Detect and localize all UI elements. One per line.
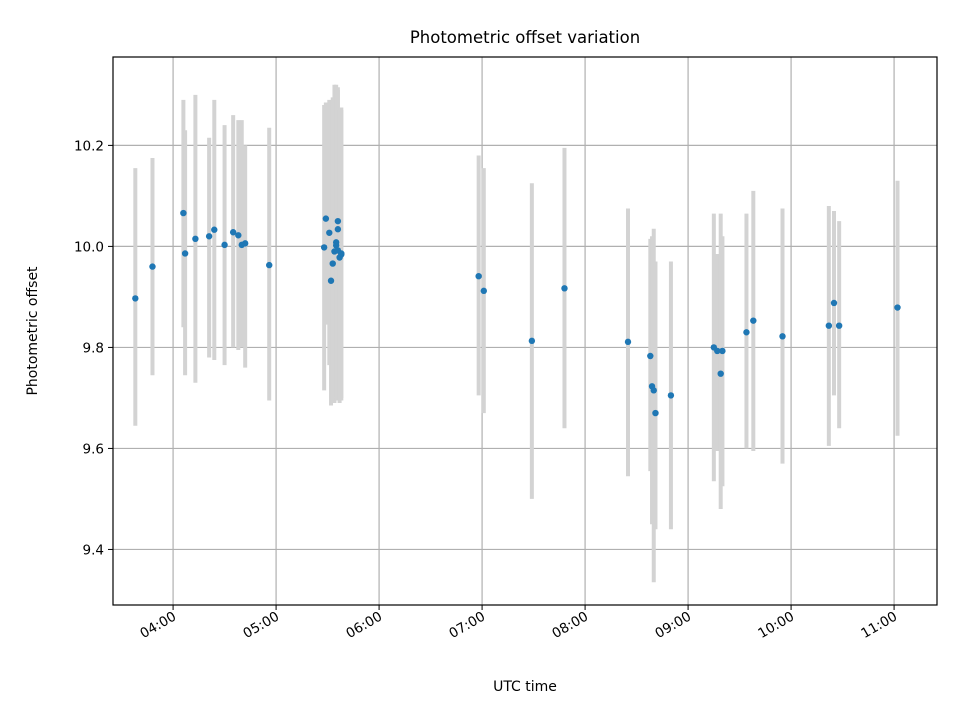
data-point (326, 229, 333, 236)
data-point (667, 392, 675, 399)
data-point (475, 273, 482, 280)
data-point (835, 322, 843, 329)
data-point (132, 295, 139, 302)
data-point (332, 239, 340, 246)
y-tick-label: 9.4 (83, 542, 104, 558)
data-point (714, 347, 721, 355)
data-point (327, 277, 335, 284)
data-point (561, 285, 568, 292)
y-tick-label: 9.8 (83, 340, 104, 356)
data-point (329, 260, 336, 267)
chart-title: Photometric offset variation (410, 28, 640, 47)
data-point (192, 235, 199, 243)
data-point (894, 304, 901, 311)
data-point (528, 337, 536, 345)
data-point (652, 409, 659, 417)
data-point (334, 226, 342, 233)
data-point (181, 250, 189, 257)
data-point (717, 370, 724, 377)
data-point (830, 299, 838, 307)
data-point (650, 387, 657, 394)
data-point (149, 263, 156, 270)
data-point (779, 333, 786, 340)
y-axis-label: Photometric offset (25, 266, 41, 396)
data-point (743, 329, 750, 336)
data-point (320, 244, 328, 251)
data-point (750, 317, 757, 324)
data-point (229, 229, 237, 236)
data-point (647, 352, 654, 360)
data-point (322, 215, 330, 222)
data-point (235, 232, 242, 239)
grid-lines (113, 57, 937, 605)
data-point (480, 287, 487, 295)
data-point (624, 338, 632, 346)
y-tick-label: 10.2 (74, 138, 104, 154)
data-point (338, 250, 345, 257)
data-point (825, 322, 833, 329)
data-point (719, 347, 726, 355)
data-point (211, 226, 218, 233)
data-points (132, 209, 901, 417)
data-point (180, 209, 187, 217)
plot-frame (112, 56, 938, 606)
y-tick-label: 9.6 (83, 441, 104, 457)
y-tick-label: 10.0 (74, 239, 104, 255)
data-point (334, 217, 342, 225)
data-point (221, 241, 228, 249)
data-point (266, 261, 273, 269)
x-axis-label: UTC time (493, 679, 557, 695)
data-point (241, 240, 249, 247)
data-point (205, 233, 213, 240)
y-axis-ticks: 9.4 9.6 9.8 10.0 10.2 (74, 138, 113, 558)
